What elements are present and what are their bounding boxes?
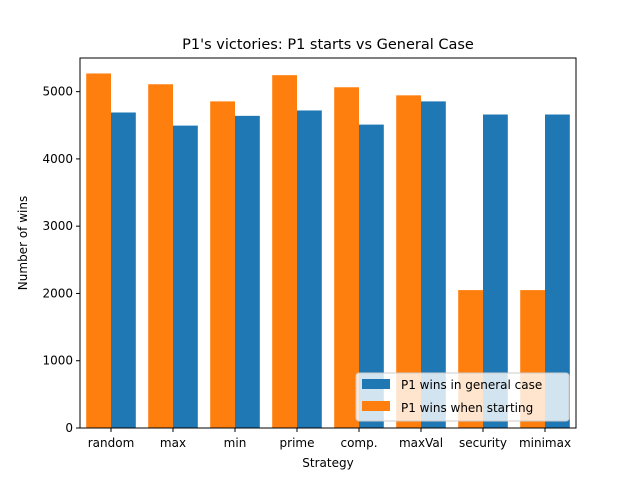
legend-box bbox=[355, 372, 570, 422]
y-tick-label: 2000 bbox=[42, 286, 73, 300]
x-tick-label: security bbox=[459, 436, 507, 450]
legend-swatch-general bbox=[362, 379, 390, 389]
legend-label-general: P1 wins in general case bbox=[401, 378, 542, 392]
y-axis: 0 1000 2000 3000 4000 5000 bbox=[42, 85, 80, 435]
y-tick-label: 3000 bbox=[42, 219, 73, 233]
bar-starting-comp bbox=[334, 87, 359, 428]
y-axis-label: Number of wins bbox=[16, 196, 30, 290]
x-tick-label: maxVal bbox=[399, 436, 443, 450]
x-tick-label: max bbox=[160, 436, 186, 450]
plot-frame bbox=[79, 57, 577, 429]
bar-starting-min bbox=[210, 101, 235, 428]
x-tick-label: minimax bbox=[519, 436, 571, 450]
legend-swatch-starting bbox=[362, 401, 390, 411]
x-axis-label: Strategy bbox=[302, 456, 353, 470]
legend-label-starting: P1 wins when starting bbox=[401, 401, 533, 415]
x-tick-label: comp. bbox=[340, 436, 377, 450]
chart-title: P1's victories: P1 starts vs General Cas… bbox=[182, 37, 474, 53]
y-tick-label: 0 bbox=[65, 421, 73, 435]
y-tick-label: 1000 bbox=[42, 354, 73, 368]
legend: P1 wins in general case P1 wins when sta… bbox=[355, 372, 570, 422]
y-tick-label: 5000 bbox=[42, 85, 73, 99]
x-axis: random max min prime comp. maxVal security mini… bbox=[88, 428, 571, 450]
bar-general-min bbox=[235, 115, 260, 428]
y-tick-label: 4000 bbox=[42, 152, 73, 166]
x-tick-label: prime bbox=[280, 436, 315, 450]
bar-starting-prime bbox=[272, 75, 297, 429]
bar-starting-max bbox=[148, 84, 173, 429]
bar-general-max bbox=[173, 125, 198, 429]
bar-starting-random bbox=[86, 73, 111, 428]
bar-general-random bbox=[111, 112, 136, 429]
bar-general-prime bbox=[297, 110, 322, 428]
x-tick-label: random bbox=[88, 436, 135, 450]
x-tick-label: min bbox=[224, 436, 247, 450]
